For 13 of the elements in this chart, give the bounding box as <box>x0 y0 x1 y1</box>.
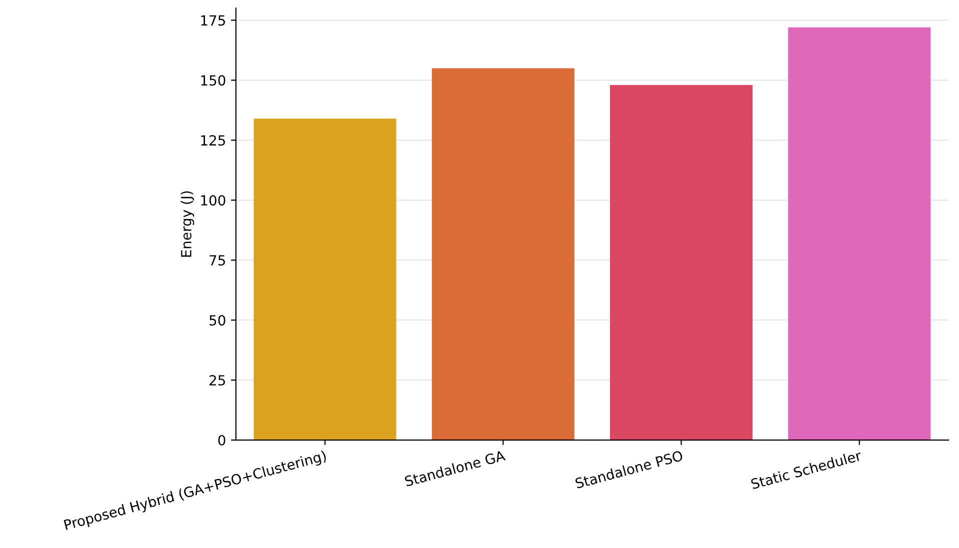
bar <box>788 27 931 440</box>
bar <box>432 68 574 440</box>
bar <box>610 84 753 440</box>
y-tick-label: 75 <box>210 255 225 266</box>
y-tick-label: 100 <box>201 195 226 206</box>
y-tick-label: 150 <box>201 75 226 86</box>
bar <box>254 118 396 440</box>
y-tick-label: 50 <box>210 315 226 326</box>
y-tick-label: 0 <box>218 435 226 446</box>
y-tick-label: 125 <box>201 135 225 146</box>
y-tick-label: 25 <box>210 375 225 386</box>
y-axis-title: Energy (J) <box>180 191 194 257</box>
y-tick-label: 175 <box>201 15 225 26</box>
